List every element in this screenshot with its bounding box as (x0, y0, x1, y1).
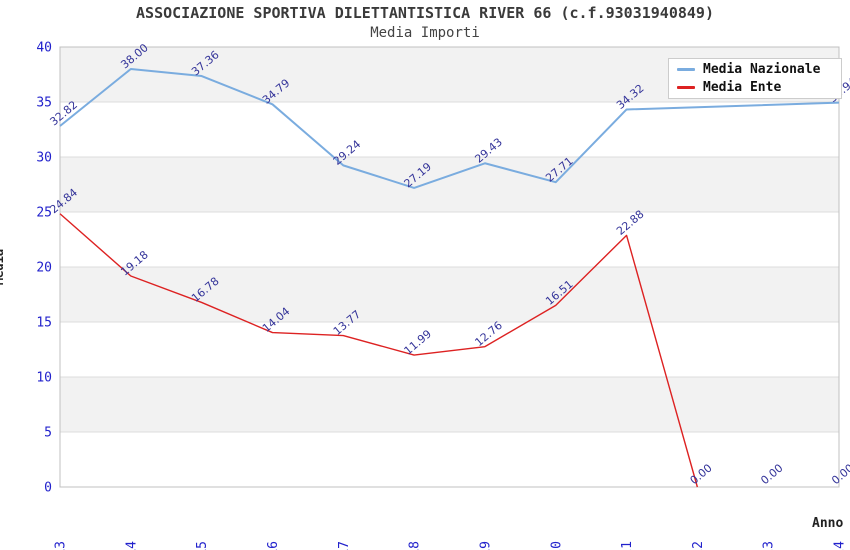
x-tick-label: 2016 (266, 541, 281, 550)
y-tick-labels: 0 5 10 15 20 25 30 35 40 (36, 41, 52, 496)
y-axis-title: Media (0, 248, 6, 286)
y-tick-label: 10 (36, 371, 52, 386)
x-tick-label: 2022 (691, 541, 706, 550)
x-tick-label: 2024 (833, 541, 848, 550)
legend-item-media-ente: Media Ente (677, 80, 833, 95)
point-label: 0.00 (758, 461, 785, 487)
series-line-media-nazionale (59, 68, 840, 189)
x-tick-label: 2020 (549, 541, 564, 550)
y-tick-label: 15 (36, 316, 52, 331)
legend-swatch-media-nazionale (677, 68, 695, 71)
y-tick-label: 40 (36, 41, 52, 56)
x-tick-label: 2014 (124, 541, 139, 550)
legend-swatch-media-ente (677, 86, 695, 89)
series-line-media-ente (59, 213, 699, 488)
y-tick-label: 30 (36, 151, 52, 166)
x-tick-label: 2021 (620, 541, 635, 550)
legend-label-media-ente: Media Ente (703, 80, 782, 95)
x-tick-labels: 2013 2014 2015 2016 2017 2018 2019 2020 2021 2022… (54, 541, 848, 550)
x-axis-title: Anno (812, 516, 844, 531)
point-label: 0.00 (829, 461, 850, 487)
y-tick-label: 35 (36, 96, 52, 111)
plot-bands (60, 47, 839, 432)
x-tick-label: 2017 (337, 541, 352, 550)
legend: Media Nazionale Media Ente (668, 58, 842, 99)
y-tick-label: 0 (44, 481, 52, 496)
x-tick-label: 2015 (195, 541, 210, 550)
legend-label-media-nazionale: Media Nazionale (703, 62, 821, 77)
chart-subtitle: Media Importi (370, 25, 480, 41)
plot-border (59, 46, 840, 488)
x-tick-label: 2023 (762, 541, 777, 550)
legend-item-media-nazionale: Media Nazionale (677, 62, 833, 77)
y-tick-label: 5 (44, 426, 52, 441)
x-tick-label: 2019 (478, 541, 493, 550)
chart-title: ASSOCIAZIONE SPORTIVA DILETTANTISTICA RI… (136, 4, 714, 22)
x-tick-label: 2013 (54, 541, 69, 550)
y-tick-label: 20 (36, 261, 52, 276)
x-tick-label: 2018 (408, 541, 423, 550)
y-tick-label: 25 (36, 206, 52, 221)
